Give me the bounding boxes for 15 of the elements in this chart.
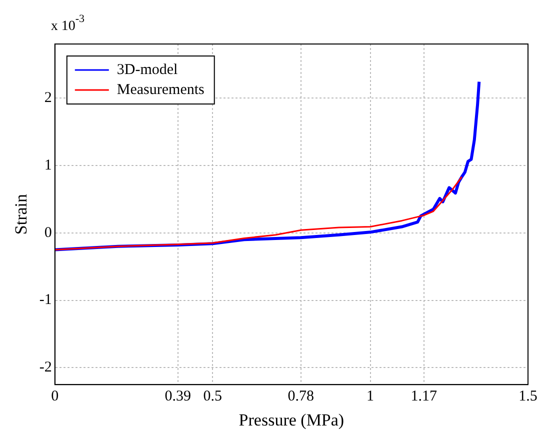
x-tick-label: 1.17	[410, 388, 438, 405]
x-tick-label: 1.5	[518, 388, 538, 405]
y-tick-label: 2	[44, 90, 52, 106]
x-tick-label: 1	[366, 388, 374, 405]
x-tick-label: 0.39	[164, 388, 192, 405]
legend-label: Measurements	[116, 82, 205, 98]
y-tick-label: 1	[44, 157, 52, 174]
x-tick-label: 0.5	[203, 388, 222, 405]
y-axis-title: Strain	[12, 193, 31, 235]
y-tick-label: -1	[39, 292, 52, 308]
legend-label: 3D-model	[116, 62, 178, 78]
x-axis-title: Pressure (MPa)	[238, 410, 344, 430]
y-tick-label: 0	[44, 224, 52, 241]
y-tick-label: -2	[39, 360, 52, 376]
x-tick-label: 0.78	[288, 388, 314, 405]
